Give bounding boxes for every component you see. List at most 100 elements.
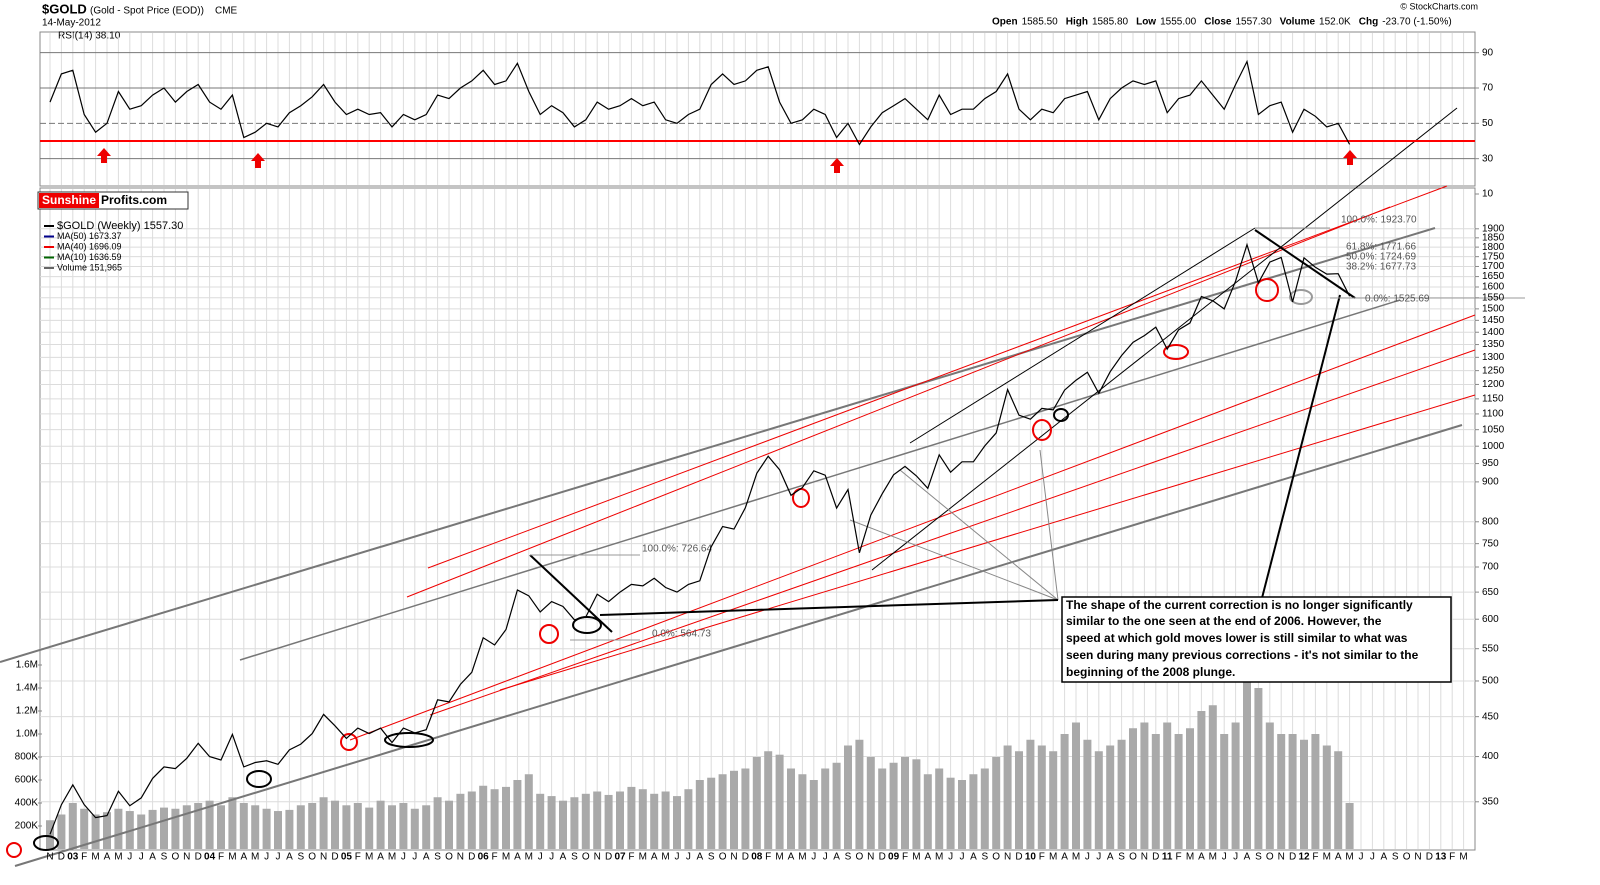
- x-tick-label: N: [1141, 852, 1148, 863]
- x-tick-label: A: [924, 852, 931, 863]
- x-tick-label: M: [251, 852, 259, 863]
- volume-bar: [616, 791, 624, 849]
- x-tick-label: F: [1176, 852, 1182, 863]
- trendlines: [0, 107, 1525, 867]
- y-tick-label: 600: [1482, 614, 1499, 625]
- y-tick-label: 950: [1482, 458, 1499, 469]
- volume-bar: [205, 800, 214, 849]
- stat-label: High: [1066, 17, 1088, 28]
- logo-mark: [39, 193, 99, 208]
- fib-label: 38.2%: 1677.73: [1346, 262, 1416, 273]
- volume-bar: [490, 789, 499, 849]
- x-tick-label: A: [970, 852, 977, 863]
- stat-value: 1585.50: [1022, 17, 1059, 28]
- volume-bar: [1049, 751, 1058, 849]
- volume-bar: [832, 762, 841, 849]
- y-tick-label: 550: [1482, 643, 1499, 654]
- x-tick-label: N: [183, 852, 190, 863]
- volume-bar: [376, 800, 385, 849]
- x-tick-label: A: [104, 852, 111, 863]
- x-tick-label: F: [218, 852, 224, 863]
- rsi-arrows: [97, 148, 1357, 173]
- symbol: $GOLD: [42, 1, 87, 16]
- annotation-line: The shape of the current correction is n…: [1066, 598, 1413, 612]
- volume-bar: [308, 803, 317, 849]
- x-tick-label: A: [514, 852, 521, 863]
- x-tick-label: F: [81, 852, 87, 863]
- y-tick-label: 1150: [1482, 394, 1504, 405]
- x-tick-label: D: [1015, 852, 1022, 863]
- x-tick-label: J: [811, 852, 816, 863]
- fib-label: 100.0%: 726.64: [642, 544, 712, 555]
- x-tick-label: S: [434, 852, 441, 863]
- stat-label: Volume: [1280, 17, 1316, 28]
- volume-bar: [1231, 722, 1240, 849]
- volume-bar: [1220, 734, 1229, 849]
- x-tick-label: 13: [1435, 852, 1447, 863]
- volume-bar: [1026, 739, 1035, 849]
- volume-bar: [433, 797, 442, 849]
- x-tick-label: M: [661, 852, 669, 863]
- volume-bar: [1140, 722, 1149, 849]
- y-tick-label: 1450: [1482, 315, 1505, 326]
- annotation-line: speed at which gold moves lower is still…: [1066, 631, 1408, 645]
- y-tick-label: 1300: [1482, 352, 1505, 363]
- x-tick-label: J: [127, 852, 132, 863]
- volume-bar: [399, 803, 408, 849]
- x-tick-label: M: [388, 852, 396, 863]
- x-tick-label: J: [1370, 852, 1375, 863]
- volume-bar: [217, 805, 225, 849]
- volume-bar: [148, 809, 157, 849]
- volume-bar: [285, 809, 294, 849]
- y-tick-label: 500: [1482, 676, 1499, 687]
- x-tick-label: M: [228, 852, 236, 863]
- volume-bar: [1208, 705, 1217, 849]
- x-tick-label: A: [1107, 852, 1114, 863]
- x-tick-label: 11: [1162, 852, 1173, 863]
- x-tick-label: A: [1061, 852, 1068, 863]
- y-tick-label: 1600: [1482, 282, 1505, 293]
- annotation-box: [1061, 596, 1452, 683]
- stat-label: Low: [1136, 17, 1156, 28]
- volume-bar: [809, 780, 818, 849]
- volume-bar: [1288, 734, 1297, 849]
- volume-bar: [752, 757, 761, 849]
- x-tick-label: D: [605, 852, 612, 863]
- x-tick-label: M: [525, 852, 533, 863]
- volume-bar: [912, 759, 921, 849]
- volume-bar: [467, 791, 476, 849]
- volume-bar: [855, 739, 864, 849]
- volume-bar: [593, 791, 602, 849]
- x-tick-label: F: [355, 852, 361, 863]
- volume-bar: [1163, 722, 1172, 849]
- x-tick-label: 03: [67, 852, 79, 863]
- y-tick-label: 400: [1482, 751, 1499, 762]
- x-tick-label: S: [1118, 852, 1125, 863]
- x-tick-label: 05: [341, 852, 353, 863]
- x-tick-label: S: [708, 852, 715, 863]
- volume-bar: [889, 762, 898, 849]
- volume-bar: [741, 768, 750, 849]
- y-tick-label: 600K: [15, 775, 39, 786]
- x-tick-label: J: [960, 852, 965, 863]
- volume-bar: [251, 805, 260, 849]
- x-tick-label: A: [696, 852, 703, 863]
- x-tick-label: S: [1255, 852, 1262, 863]
- rsi-panel: [39, 31, 1476, 187]
- volume-bar: [103, 812, 111, 849]
- x-tick-label: A: [1380, 852, 1387, 863]
- x-tick-label: S: [981, 852, 988, 863]
- volume-bar: [1322, 745, 1331, 849]
- stat-value: 152.0K: [1319, 17, 1351, 28]
- x-tick-label: M: [639, 852, 647, 863]
- x-tick-label: O: [1266, 852, 1274, 863]
- volume-bar: [878, 768, 887, 849]
- series-lines: [40, 59, 1475, 835]
- x-tick-label: J: [412, 852, 417, 863]
- y-tick-label: 1850: [1482, 232, 1505, 243]
- x-tick-label: A: [560, 852, 567, 863]
- x-tick-label: O: [1129, 852, 1137, 863]
